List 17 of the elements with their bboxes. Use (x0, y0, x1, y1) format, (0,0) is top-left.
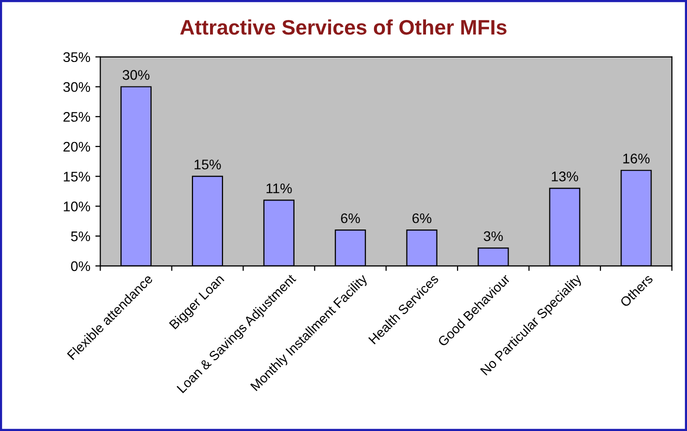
y-tick-label: 25% (63, 112, 90, 122)
data-label: 30% (122, 70, 150, 80)
y-tick-label: 15% (64, 172, 90, 182)
y-tick-label: 35% (63, 52, 90, 62)
data-label: 6% (412, 213, 432, 224)
data-label: 11% (266, 184, 292, 194)
data-label: 16% (623, 154, 650, 164)
y-tick-label: 0% (71, 261, 90, 272)
y-tick-label: 30% (63, 82, 90, 92)
data-label: 13% (552, 172, 578, 182)
data-label: 6% (341, 213, 360, 224)
data-label: 3% (484, 231, 503, 242)
chart-title: Attractive Services of Other MFIs (180, 19, 506, 35)
y-tick-label: 5% (71, 231, 90, 242)
y-tick-label: 10% (64, 202, 90, 212)
data-label: 15% (194, 160, 221, 170)
y-tick-label: 20% (63, 142, 90, 152)
